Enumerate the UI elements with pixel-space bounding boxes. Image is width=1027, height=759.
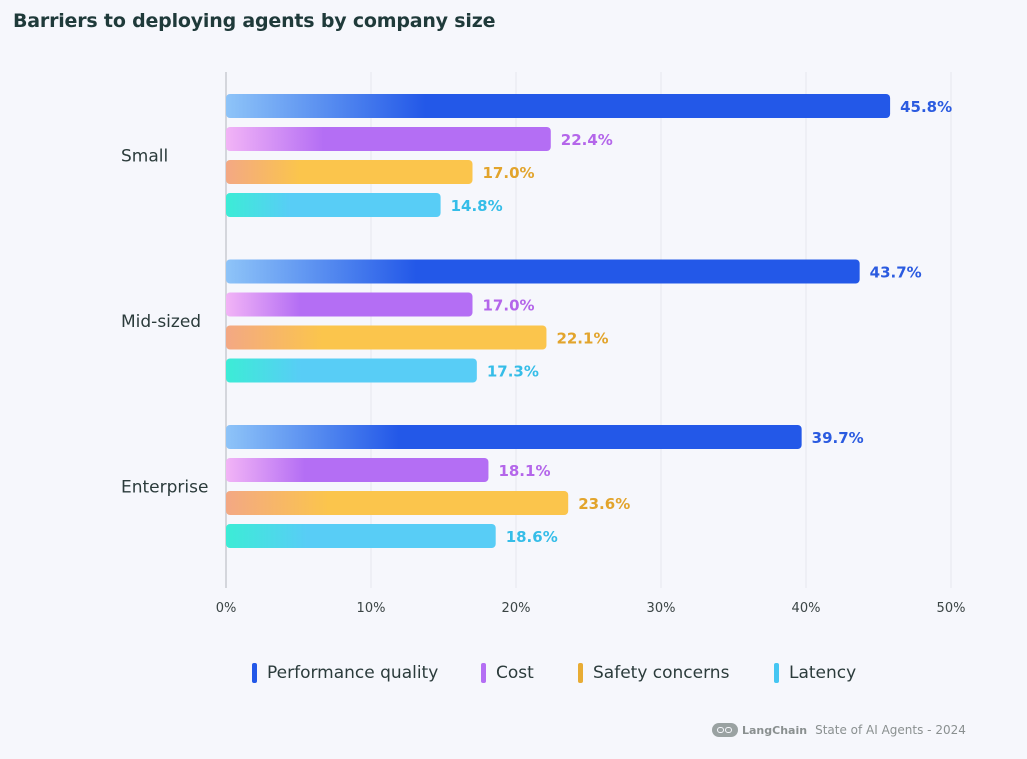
footer-brand: LangChain [742, 723, 808, 737]
langchain-logo-icon [712, 723, 738, 737]
legend-swatch-cost [481, 663, 486, 683]
bar-performance-quality [226, 425, 802, 449]
data-label: 14.8% [451, 197, 503, 215]
chart-title: Barriers to deploying agents by company … [13, 10, 496, 32]
bar-safety-concerns [226, 160, 473, 184]
legend-label: Latency [789, 663, 857, 683]
x-tick-label: 30% [647, 601, 676, 616]
legend-item-latency: Latency [774, 658, 856, 688]
legend-item-safety-concerns: Safety concerns [578, 658, 729, 688]
legend-item-cost: Cost [481, 658, 534, 688]
legend-label: Cost [496, 663, 534, 683]
x-tick-label: 20% [502, 601, 531, 616]
data-label: 43.7% [870, 264, 922, 282]
bar-chart: 0% 10% 20% 30% 40% 50% Small 45.8% 22.4% 17.0% 14.… [121, 72, 966, 616]
data-label: 18.6% [506, 528, 558, 546]
data-label: 22.1% [556, 330, 608, 348]
legend-swatch-latency [774, 663, 779, 683]
bar-latency [226, 524, 496, 548]
legend-label: Safety concerns [593, 663, 730, 683]
bar-cost [226, 292, 473, 317]
bar-safety-concerns [226, 491, 569, 515]
x-tick-label: 10% [357, 601, 386, 616]
data-label: 23.6% [578, 495, 630, 513]
bar-performance-quality [226, 259, 860, 284]
x-tick-label: 40% [792, 601, 821, 616]
data-label: 17.3% [487, 363, 539, 381]
bar-latency [226, 193, 441, 217]
x-tick-label: 50% [937, 601, 966, 616]
data-label: 22.4% [561, 131, 613, 149]
data-label: 17.0% [483, 164, 535, 182]
x-tick-label: 0% [216, 601, 237, 616]
legend-swatch-safety-concerns [578, 663, 583, 683]
bar-cost [226, 458, 489, 482]
footer-text: State of AI Agents - 2024 [815, 723, 966, 737]
bar-latency [226, 358, 477, 383]
category-label: Mid-sized [121, 312, 201, 332]
data-label: 18.1% [498, 462, 550, 480]
chart-legend: Performance quality Cost Safety concerns… [0, 658, 1027, 688]
category-label: Enterprise [121, 478, 208, 498]
bar-performance-quality [226, 94, 891, 118]
data-label: 17.0% [483, 297, 535, 315]
bar-cost [226, 127, 551, 151]
data-label: 45.8% [900, 98, 952, 116]
legend-swatch-performance-quality [252, 663, 257, 683]
bar-safety-concerns [226, 325, 547, 350]
category-label: Small [121, 147, 168, 167]
legend-item-performance-quality: Performance quality [252, 658, 438, 688]
footer: LangChain State of AI Agents - 2024 [712, 720, 966, 740]
legend-label: Performance quality [267, 663, 439, 683]
data-label: 39.7% [812, 429, 864, 447]
